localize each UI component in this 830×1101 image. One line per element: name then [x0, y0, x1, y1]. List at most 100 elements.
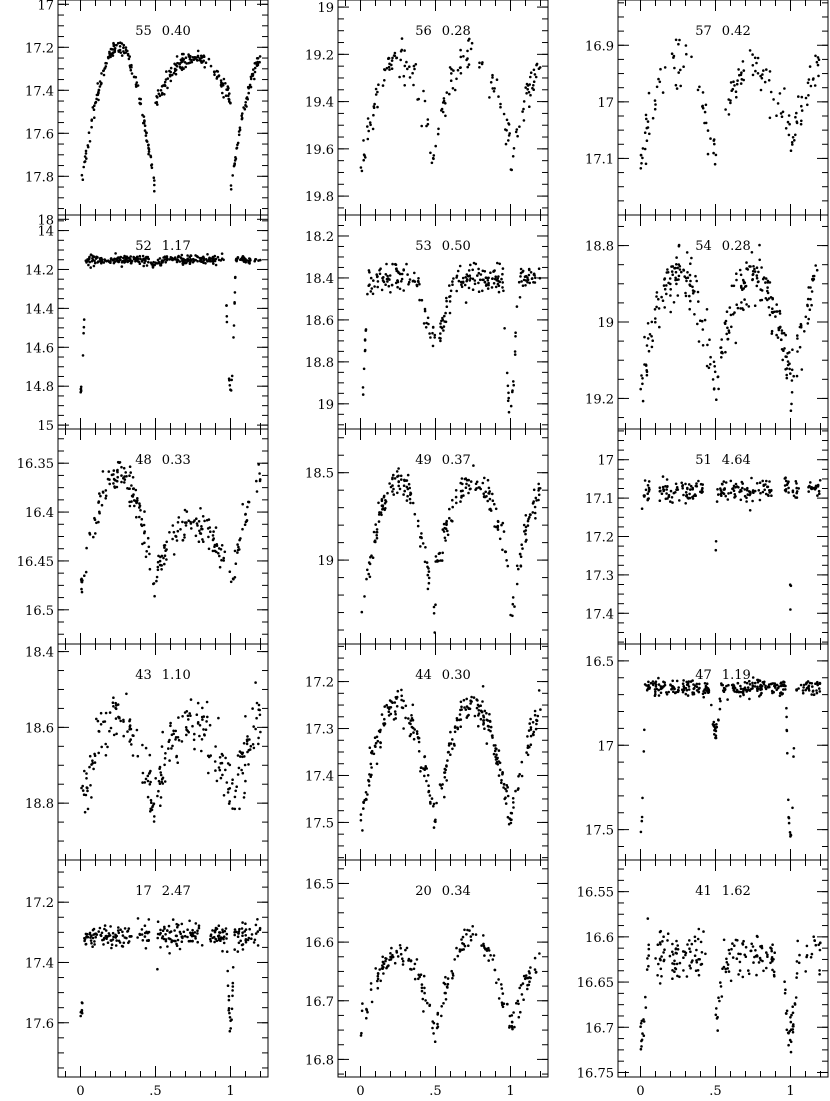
data-point [394, 55, 397, 58]
data-point [448, 744, 451, 747]
data-point [798, 962, 801, 965]
data-point [81, 1001, 84, 1004]
data-point [388, 68, 391, 71]
data-point [750, 477, 753, 480]
data-point [802, 689, 805, 692]
data-point [783, 980, 786, 983]
data-point [697, 480, 700, 483]
y-tick-label: 17.3 [585, 569, 614, 584]
data-point [176, 539, 179, 542]
y-tick-label: 17.4 [305, 769, 334, 784]
data-point [726, 338, 729, 341]
x-tick-label: .5 [429, 1084, 441, 1096]
data-point [647, 681, 650, 684]
data-point [444, 776, 447, 779]
data-point [806, 945, 809, 948]
y-tick-label: 16.7 [305, 995, 334, 1010]
data-point [230, 184, 233, 187]
data-point [727, 492, 730, 495]
data-point [756, 266, 759, 269]
data-point [408, 722, 411, 725]
data-point [786, 367, 789, 370]
data-point [373, 285, 376, 288]
data-point [779, 92, 782, 95]
data-point [86, 790, 89, 793]
data-point [105, 495, 108, 498]
data-point [108, 52, 111, 55]
data-point [369, 124, 372, 127]
data-point [112, 473, 115, 476]
data-point [451, 738, 454, 741]
data-point [244, 934, 247, 937]
data-point [729, 102, 732, 105]
data-point [391, 484, 394, 487]
data-point [162, 256, 165, 259]
data-point [658, 326, 661, 329]
data-point [94, 532, 97, 535]
y-tick-label: 19.2 [305, 48, 334, 63]
data-point [245, 941, 248, 944]
data-point [513, 1026, 516, 1029]
data-point [483, 496, 486, 499]
data-point [127, 942, 130, 945]
data-point [504, 550, 507, 553]
data-point [228, 999, 231, 1002]
data-point [202, 515, 205, 518]
data-point [744, 285, 747, 288]
data-point [377, 280, 380, 283]
data-point [520, 555, 523, 558]
data-point [665, 691, 668, 694]
light-curve-points [360, 685, 542, 832]
data-point [761, 299, 764, 302]
data-point [163, 938, 166, 941]
data-point [360, 813, 363, 816]
data-point [688, 688, 691, 691]
data-point [418, 976, 421, 979]
data-point [379, 980, 382, 983]
data-point [93, 517, 96, 520]
data-point [516, 135, 519, 138]
data-point [143, 122, 146, 125]
data-point [528, 83, 531, 86]
data-point [696, 323, 699, 326]
data-point [190, 254, 193, 257]
data-point [752, 64, 755, 67]
data-point [205, 728, 208, 731]
data-point [420, 973, 423, 976]
data-point [145, 747, 148, 750]
data-point [243, 796, 246, 799]
data-point [739, 961, 742, 964]
data-point [788, 134, 791, 137]
data-point [501, 772, 504, 775]
data-point [107, 57, 110, 60]
data-point [145, 550, 148, 553]
data-point [101, 504, 104, 507]
star-period: 1.19 [722, 668, 751, 683]
data-point [93, 108, 96, 111]
data-point [465, 708, 468, 711]
data-point [206, 519, 209, 522]
data-point [704, 682, 707, 685]
data-point [433, 606, 436, 609]
data-point [448, 508, 451, 511]
data-point [242, 752, 245, 755]
data-point [89, 266, 92, 269]
data-point [696, 683, 699, 686]
data-point [122, 47, 125, 50]
data-point [104, 924, 107, 927]
data-point [97, 501, 100, 504]
data-point [181, 57, 184, 60]
y-tick-label: 19 [317, 398, 334, 413]
data-point [391, 263, 394, 266]
data-point [424, 546, 427, 549]
data-point [372, 279, 375, 282]
data-point [144, 932, 147, 935]
data-point [726, 698, 729, 701]
data-point [402, 268, 405, 271]
data-point [85, 152, 88, 155]
data-point [744, 281, 747, 284]
data-point [482, 934, 485, 937]
data-point [796, 960, 799, 963]
data-point [81, 1009, 84, 1012]
data-point [469, 488, 472, 491]
